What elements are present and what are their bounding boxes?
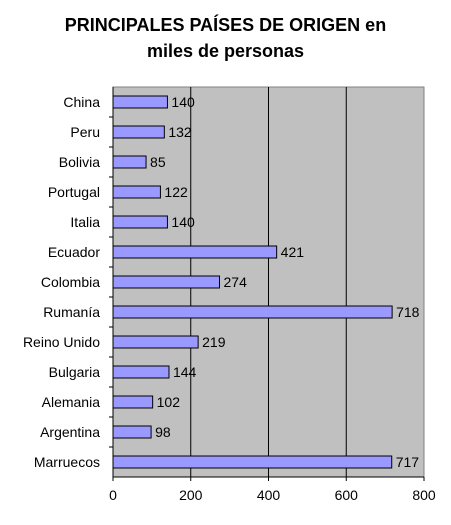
bar-marruecos: [112, 455, 393, 469]
category-label: Colombia: [41, 274, 100, 290]
value-label: 140: [171, 94, 195, 110]
category-label: Marruecos: [34, 454, 100, 470]
bar-peru: [112, 125, 165, 139]
category-label: Ecuador: [48, 244, 100, 260]
category-label: Portugal: [48, 184, 100, 200]
chart-title: PRINCIPALES PAÍSES DE ORIGEN en miles de…: [0, 12, 451, 64]
value-label: 718: [396, 304, 420, 320]
bar-argentina: [112, 425, 152, 439]
value-label: 85: [150, 154, 166, 170]
bar-bolivia: [112, 155, 147, 169]
category-label: Argentina: [40, 424, 100, 440]
bar-ecuador: [112, 245, 278, 259]
category-label: Italia: [70, 214, 100, 230]
bar-portugal: [112, 185, 161, 199]
x-tick-label: 200: [179, 487, 203, 503]
category-label: Rumanía: [43, 304, 100, 320]
bar-alemania: [112, 395, 154, 409]
x-tick-label: 0: [109, 487, 117, 503]
bar-rumanía: [112, 305, 393, 319]
category-label: Reino Unido: [23, 334, 100, 350]
value-label: 274: [224, 274, 248, 290]
chart-title-line-1: PRINCIPALES PAÍSES DE ORIGEN en: [64, 15, 387, 35]
value-label: 122: [164, 184, 188, 200]
value-label: 140: [171, 214, 195, 230]
category-label: Bulgaria: [49, 364, 101, 380]
category-label: Peru: [70, 124, 100, 140]
x-tick-label: 400: [257, 487, 281, 503]
value-label: 717: [396, 454, 420, 470]
bar-italia: [112, 215, 168, 229]
value-label: 98: [155, 424, 171, 440]
bar-bulgaria: [112, 365, 170, 379]
chart-title-line-2: miles de personas: [146, 41, 305, 61]
value-label: 132: [168, 124, 192, 140]
category-label: Alemania: [42, 394, 101, 410]
bar-colombia: [112, 275, 221, 289]
bar-reino-unido: [112, 335, 199, 349]
value-label: 102: [157, 394, 181, 410]
x-tick-label: 600: [335, 487, 359, 503]
category-label: China: [63, 94, 100, 110]
category-label: Bolivia: [59, 154, 100, 170]
bar-china: [112, 95, 168, 109]
value-label: 421: [281, 244, 305, 260]
value-label: 144: [173, 364, 197, 380]
x-tick-label: 800: [412, 487, 436, 503]
value-label: 219: [202, 334, 226, 350]
